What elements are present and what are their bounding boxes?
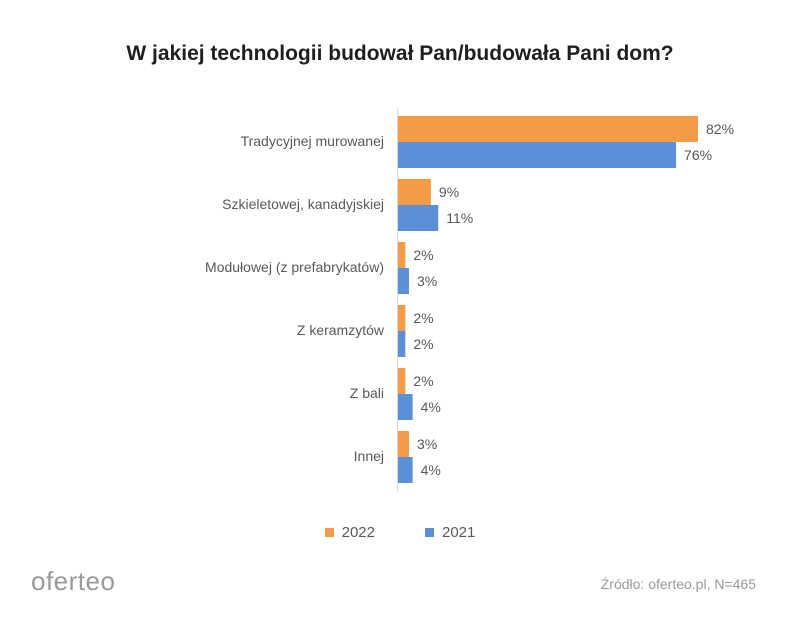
- legend: 2022 2021: [0, 524, 800, 541]
- bar-2022: [398, 431, 409, 457]
- legend-item-2022: 2022: [324, 524, 375, 541]
- legend-swatch-2021: [425, 528, 434, 537]
- chart-title: W jakiej technologii budował Pan/budował…: [126, 42, 674, 65]
- brand-logo: oferteo: [31, 566, 116, 596]
- bar-2021: [398, 268, 409, 294]
- bar-2022: [398, 242, 406, 268]
- legend-swatch-2022: [324, 528, 334, 537]
- value-label-2022: 3%: [417, 436, 437, 452]
- bar-2021: [398, 457, 413, 483]
- category-label: Modułowej (z prefabrykatów): [205, 259, 384, 275]
- category-label: Tradycyjnej murowanej: [241, 133, 384, 149]
- value-label-2022: 2%: [413, 310, 433, 326]
- value-label-2021: 4%: [421, 399, 441, 415]
- value-label-2021: 76%: [684, 147, 712, 163]
- bar-2022: [398, 305, 406, 331]
- bar-2021: [398, 331, 406, 357]
- category-label: Innej: [354, 448, 384, 464]
- bar-2021: [398, 394, 413, 420]
- bar-2022: [398, 179, 431, 205]
- bar-2022: [398, 368, 406, 394]
- value-label-2022: 9%: [439, 184, 459, 200]
- legend-label-2021: 2021: [442, 524, 476, 541]
- value-label-2022: 82%: [706, 121, 734, 137]
- bar-chart: Tradycyjnej murowanej 82% 76% Szkieletowej,…: [205, 108, 734, 492]
- bar-2021: [398, 142, 677, 168]
- bar-2021: [398, 205, 439, 231]
- legend-item-2021: 2021: [425, 524, 475, 541]
- value-label-2022: 2%: [413, 373, 433, 389]
- category-label: Z bali: [350, 385, 384, 401]
- legend-label-2022: 2022: [341, 524, 375, 541]
- value-label-2021: 3%: [417, 273, 437, 289]
- value-label-2021: 2%: [413, 336, 433, 352]
- value-label-2021: 11%: [446, 210, 473, 226]
- category-label: Z keramzytów: [297, 322, 385, 338]
- value-label-2021: 4%: [421, 462, 441, 478]
- bar-2022: [398, 116, 698, 142]
- value-label-2022: 2%: [413, 247, 433, 263]
- source-note: Źródło: oferteo.pl, N=465: [600, 576, 756, 592]
- category-label: Szkieletowej, kanadyjskiej: [222, 196, 384, 212]
